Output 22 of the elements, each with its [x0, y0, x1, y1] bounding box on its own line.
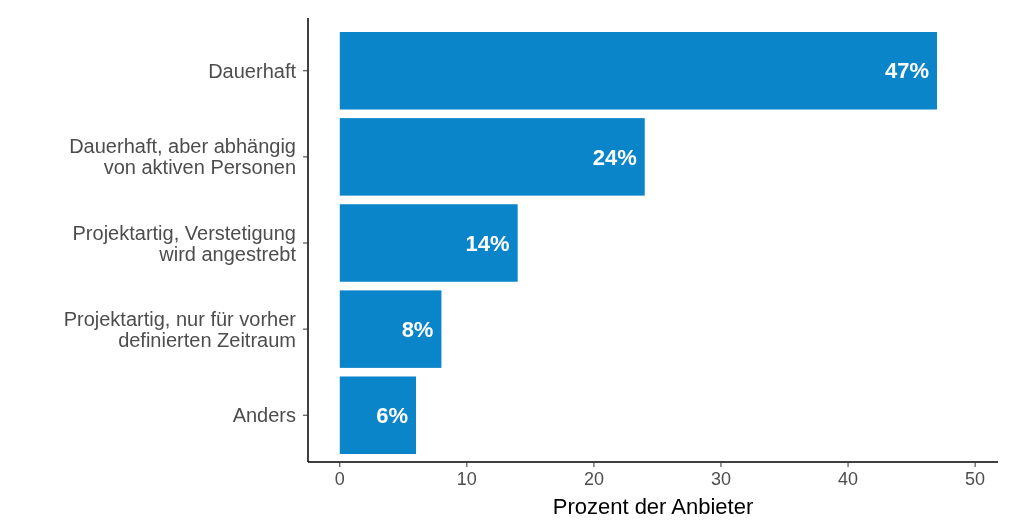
x-tick-label: 50 — [965, 469, 986, 489]
bar — [339, 290, 442, 368]
x-tick-label: 30 — [710, 469, 731, 489]
y-tick-label: Projektartig, nur für vorher definierten Zeitraum — [63, 307, 297, 351]
bar — [339, 204, 518, 282]
data-label: 8% — [401, 316, 434, 342]
y-tick-label: Dauerhaft — [208, 59, 297, 82]
x-axis-title: Prozent der Anbieter — [552, 494, 754, 519]
data-label: 24% — [592, 144, 637, 170]
y-tick-label: Projektartig, Verstetigung wird angestrebt — [72, 221, 297, 265]
bar — [339, 118, 645, 196]
y-tick-label: Dauerhaft, aber abhängig von aktiven Personen — [69, 135, 296, 179]
data-label: 47% — [884, 58, 930, 84]
bar — [339, 32, 938, 110]
x-tick-label: 40 — [838, 469, 859, 489]
x-tick-label: 10 — [456, 469, 477, 489]
data-label: 14% — [465, 230, 510, 256]
bar — [339, 376, 417, 454]
x-tick-label: 0 — [334, 469, 345, 489]
data-label: 6% — [376, 402, 409, 428]
x-tick-label: 20 — [583, 469, 604, 489]
y-tick-label: Anders — [232, 404, 296, 427]
